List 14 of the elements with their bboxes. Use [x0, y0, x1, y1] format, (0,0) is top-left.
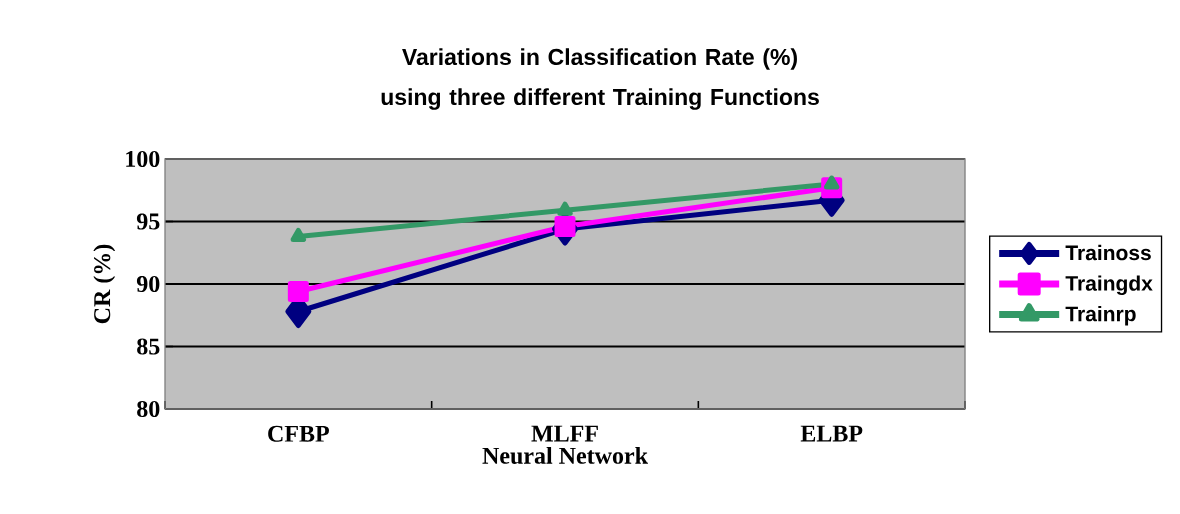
legend-label: Trainoss	[1065, 244, 1151, 261]
y-tick-label: 80	[137, 400, 160, 418]
x-tick-label: MLFF	[531, 425, 598, 442]
x-axis-title: Neural Network	[482, 446, 648, 464]
x-tick-label: ELBP	[800, 425, 863, 442]
y-axis-title: CR (%)	[93, 244, 116, 324]
y-tick-label: 85	[137, 338, 160, 355]
legend-label: Trainrp	[1065, 305, 1136, 326]
y-tick-label: 100	[126, 150, 160, 168]
y-tick-label: 95	[136, 213, 160, 230]
chart-title: Variations in Classification Rate (%) using three different Training Functions	[381, 48, 819, 110]
y-tick-label: 90	[136, 275, 160, 293]
legend-label: Traingdx	[1065, 275, 1153, 296]
x-tick-label: CFBP	[268, 425, 329, 442]
